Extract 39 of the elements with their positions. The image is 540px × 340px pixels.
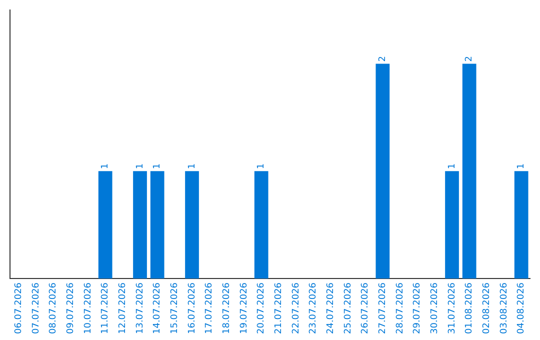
data-label: 1 <box>100 163 111 170</box>
x-tick-label: 03.08.2026 <box>499 282 510 334</box>
x-tick-label: 19.07.2026 <box>239 282 250 334</box>
data-label: 2 <box>464 56 475 62</box>
data-label: 1 <box>256 163 267 170</box>
x-tick-label: 16.07.2026 <box>187 282 198 334</box>
x-tick-label: 26.07.2026 <box>360 282 371 334</box>
x-tick-label: 02.08.2026 <box>482 282 492 334</box>
x-tick-label: 31.07.2026 <box>447 282 458 334</box>
data-label: 1 <box>135 163 146 170</box>
x-tick-label: 13.07.2026 <box>135 282 146 334</box>
x-tick-label: 29.07.2026 <box>412 282 423 334</box>
data-label: 1 <box>447 163 458 170</box>
x-tick-label: 24.07.2026 <box>326 282 336 334</box>
x-tick-label: 18.07.2026 <box>222 282 232 334</box>
x-tick-label: 04.08.2026 <box>516 282 527 334</box>
x-tick-label: 09.07.2026 <box>66 282 76 334</box>
x-tick-label: 30.07.2026 <box>430 282 440 334</box>
x-tick-label: 14.07.2026 <box>152 282 163 334</box>
data-label: 1 <box>516 163 527 170</box>
x-tick-label: 20.07.2026 <box>256 282 267 334</box>
x-tick-label: 27.07.2026 <box>378 282 388 334</box>
x-tick-label: 07.07.2026 <box>31 282 42 334</box>
x-tick-label: 06.07.2026 <box>14 282 24 334</box>
x-tick-label: 21.07.2026 <box>274 282 284 334</box>
x-tick-label: 08.07.2026 <box>48 282 59 334</box>
x-tick-label: 22.07.2026 <box>291 282 302 334</box>
data-label: 2 <box>378 56 388 62</box>
data-label: 1 <box>187 163 198 170</box>
x-tick-label: 23.07.2026 <box>308 282 319 334</box>
x-tick-label: 10.07.2026 <box>83 282 94 334</box>
x-tick-label: 28.07.2026 <box>395 282 406 334</box>
x-tick-label: 11.07.2026 <box>100 282 111 334</box>
data-label: 1 <box>152 163 163 170</box>
x-tick-label: 17.07.2026 <box>204 282 215 334</box>
x-tick-label: 12.07.2026 <box>118 282 128 334</box>
x-tick-label: 25.07.2026 <box>343 282 354 334</box>
x-tick-label: 15.07.2026 <box>170 282 180 334</box>
x-tick-label: 01.08.2026 <box>464 282 475 334</box>
